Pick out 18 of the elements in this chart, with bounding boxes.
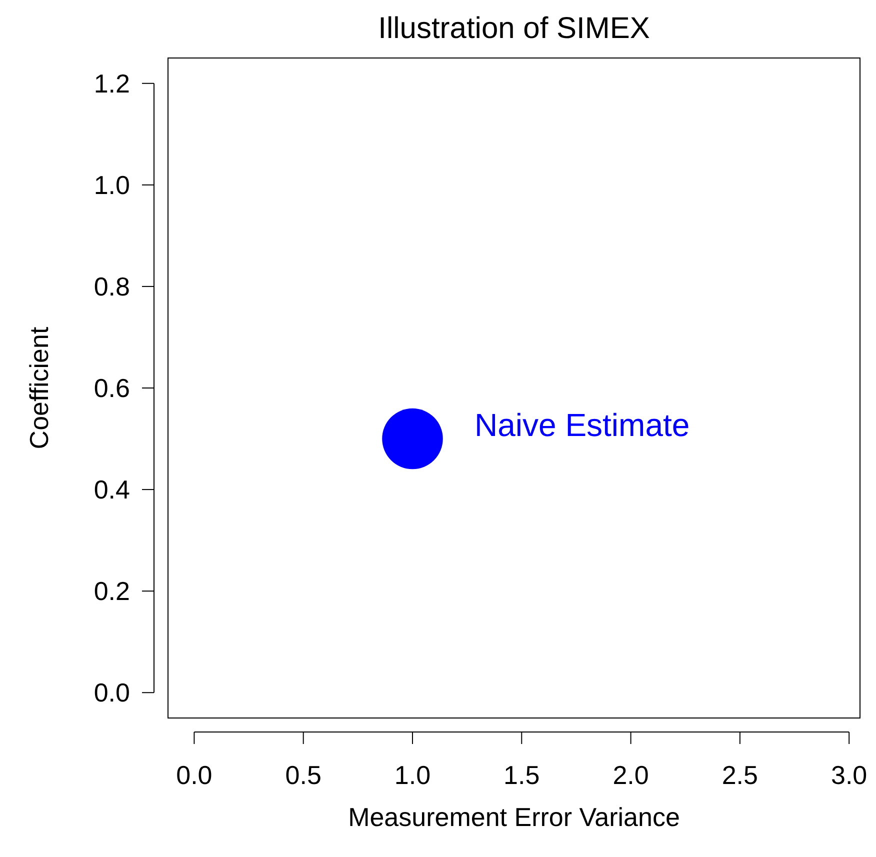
x-tick-label: 0.0 — [176, 760, 212, 790]
annotation: Naive Estimate — [474, 406, 690, 443]
y-tick-label: 0.6 — [94, 373, 130, 403]
x-tick-label: 0.5 — [285, 760, 322, 790]
y-tick-label: 0.0 — [94, 678, 130, 708]
y-tick-label: 0.2 — [94, 576, 130, 606]
y-axis-title: Coefficient — [24, 326, 54, 450]
y-tick-label: 0.4 — [94, 474, 130, 505]
x-tick-label: 3.0 — [831, 760, 868, 790]
x-tick-label: 2.0 — [612, 760, 649, 790]
y-tick-label: 1.2 — [94, 68, 130, 98]
x-axis-title: Measurement Error Variance — [348, 802, 680, 832]
y-tick-label: 1.0 — [94, 170, 130, 200]
chart-title: Illustration of SIMEX — [378, 12, 650, 45]
y-tick-label: 0.8 — [94, 271, 130, 302]
x-tick-label: 2.5 — [722, 760, 758, 790]
x-tick-label: 1.0 — [394, 760, 431, 790]
x-tick-label: 1.5 — [504, 760, 540, 790]
